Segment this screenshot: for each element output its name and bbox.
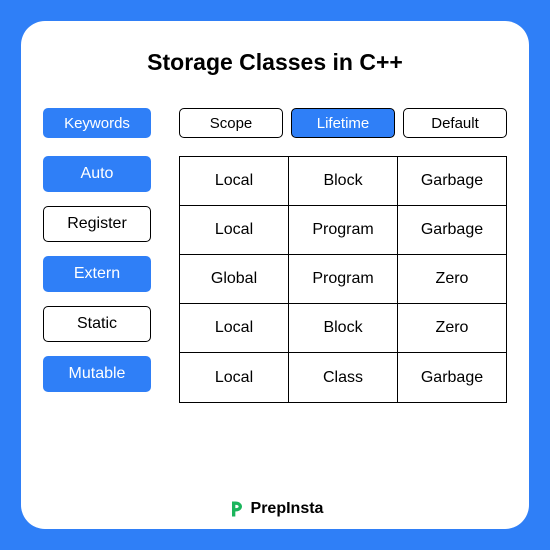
table-row: Local Program Garbage (180, 206, 506, 255)
keyword-mutable: Mutable (43, 356, 151, 392)
table-cell: Block (289, 304, 398, 353)
table-row: Global Program Zero (180, 255, 506, 304)
keyword-static: Static (43, 306, 151, 342)
col-header-lifetime: Lifetime (291, 108, 395, 138)
table-row: Local Block Zero (180, 304, 506, 353)
table-cell: Local (180, 353, 289, 402)
keyword-extern: Extern (43, 256, 151, 292)
table-cell: Local (180, 157, 289, 206)
data-table: Local Block Garbage Local Program Garbag… (179, 156, 507, 403)
brand-logo-icon (227, 499, 247, 519)
keywords-column: Keywords Auto Register Extern Static Mut… (43, 108, 151, 406)
table-cell: Program (289, 206, 398, 255)
table-cell: Local (180, 304, 289, 353)
content-area: Keywords Auto Register Extern Static Mut… (43, 108, 507, 406)
keywords-header: Keywords (43, 108, 151, 138)
table-row: Local Block Garbage (180, 157, 506, 206)
keyword-auto: Auto (43, 156, 151, 192)
table-cell: Garbage (398, 206, 506, 255)
col-header-scope: Scope (179, 108, 283, 138)
table-cell: Global (180, 255, 289, 304)
content-card: Storage Classes in C++ Keywords Auto Reg… (21, 21, 529, 529)
table-cell: Local (180, 206, 289, 255)
table-cell: Class (289, 353, 398, 402)
keyword-register: Register (43, 206, 151, 242)
table-cell: Block (289, 157, 398, 206)
table-cell: Zero (398, 304, 506, 353)
brand-name: PrepInsta (251, 500, 324, 518)
table-cell: Garbage (398, 353, 506, 402)
table-cell: Zero (398, 255, 506, 304)
table-cell: Garbage (398, 157, 506, 206)
table-row: Local Class Garbage (180, 353, 506, 402)
table-cell: Program (289, 255, 398, 304)
column-headers: Scope Lifetime Default (179, 108, 507, 138)
table-column: Scope Lifetime Default Local Block Garba… (179, 108, 507, 403)
footer-brand: PrepInsta (21, 499, 529, 519)
page-title: Storage Classes in C++ (43, 49, 507, 76)
col-header-default: Default (403, 108, 507, 138)
